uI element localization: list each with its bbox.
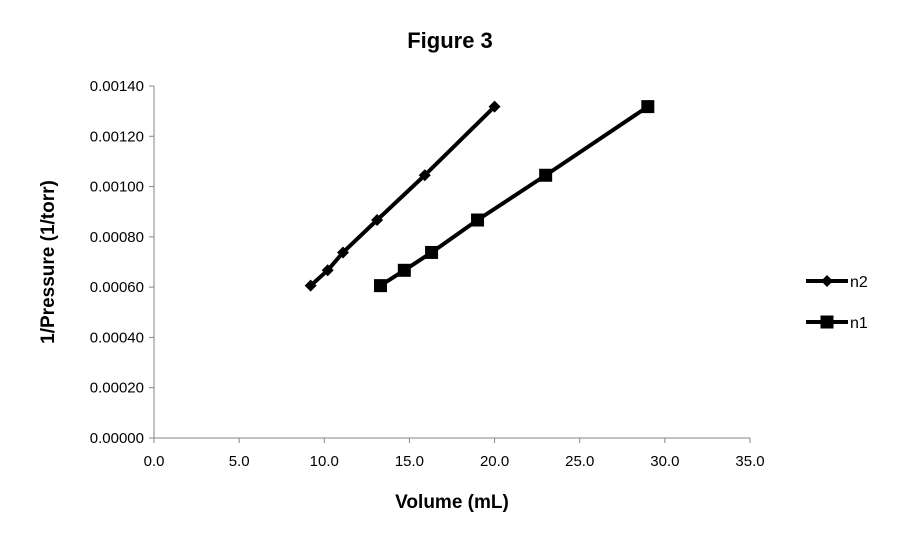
x-axis-label: Volume (mL) [395, 492, 509, 513]
y-tick-label: 0.00000 [90, 430, 144, 447]
y-tick-label: 0.00040 [90, 329, 144, 346]
data-point-n1 [425, 245, 439, 259]
x-tick-label: 0.0 [144, 453, 165, 470]
series-line-n2 [309, 105, 496, 288]
x-tick-label: 10.0 [310, 453, 339, 470]
series-n1 [373, 100, 655, 293]
legend-marker [820, 315, 834, 329]
series-layer [304, 100, 655, 293]
data-point-n2 [321, 264, 334, 277]
axes: 0.00000 0.00020 0.00040 0.00060 0.00080 0.001… [90, 78, 765, 470]
data-point-n1 [539, 168, 553, 182]
y-tick-label: 0.00120 [90, 128, 144, 145]
legend-label: n2 [850, 274, 868, 291]
y-tick-label: 0.00080 [90, 229, 144, 246]
y-tick-label: 0.00100 [90, 179, 144, 196]
legend-entry-n2: n2 [806, 274, 868, 291]
y-tick-label: 0.00060 [90, 279, 144, 296]
data-point-n1 [373, 279, 387, 293]
x-tick-label: 25.0 [565, 453, 594, 470]
legend-entry-n1: n1 [806, 315, 868, 332]
x-tick-label: 30.0 [650, 453, 679, 470]
data-point-n2 [371, 214, 384, 227]
x-tick-label: 15.0 [395, 453, 424, 470]
x-tick-label: 20.0 [480, 453, 509, 470]
legend-marker [821, 275, 833, 287]
data-point-n1 [471, 213, 485, 227]
chart-title: Figure 3 [407, 28, 493, 53]
data-point-n1 [397, 263, 411, 277]
y-tick-label: 0.00020 [90, 380, 144, 397]
data-point-n2 [337, 246, 350, 259]
data-point-n2 [488, 100, 501, 113]
y-tick-label: 0.00140 [90, 78, 144, 95]
x-tick-label: 35.0 [735, 453, 764, 470]
data-point-n2 [304, 279, 317, 292]
series-line-n1 [379, 104, 649, 288]
series-n2 [304, 100, 501, 292]
legend: n2 n1 [806, 274, 868, 332]
x-tick-label: 5.0 [229, 453, 250, 470]
y-axis-label: 1/Pressure (1/torr) [38, 180, 59, 344]
legend-label: n1 [850, 315, 868, 332]
data-point-n2 [418, 169, 431, 182]
data-point-n1 [641, 100, 655, 114]
